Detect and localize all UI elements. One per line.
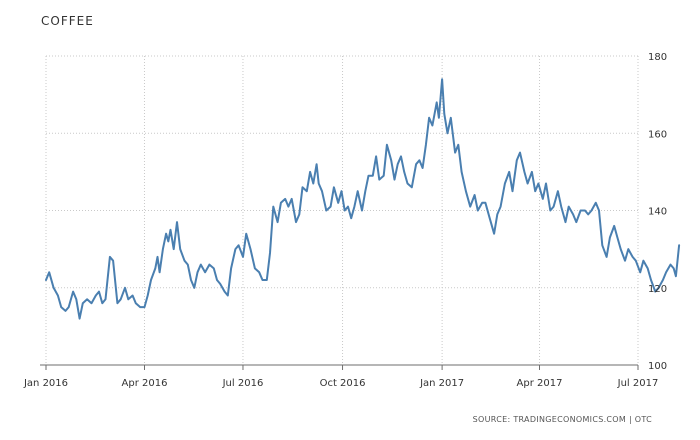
x-tick-label: Jan 2017 bbox=[419, 378, 464, 389]
x-tick-label: Oct 2016 bbox=[320, 378, 366, 389]
tick-label-layer: 100 120 140 160 180 Jan 2016 Apr 2016 Jul 2016 O… bbox=[23, 52, 667, 389]
y-tick-label: 160 bbox=[648, 129, 667, 140]
chart-title: COFFEE bbox=[41, 14, 94, 28]
y-tick-label: 100 bbox=[648, 361, 667, 372]
x-tick-label: Jul 2016 bbox=[222, 378, 264, 389]
series-layer bbox=[45, 78, 681, 320]
chart-source: SOURCE: TRADINGECONOMICS.COM | OTC bbox=[472, 415, 652, 424]
y-tick-label: 180 bbox=[648, 52, 667, 63]
x-tick-label: Jan 2016 bbox=[23, 378, 68, 389]
x-tick-label: Jul 2017 bbox=[617, 378, 659, 389]
series-line-0 bbox=[45, 78, 681, 320]
x-tick-label: Apr 2016 bbox=[122, 378, 168, 389]
axis-layer bbox=[40, 364, 639, 370]
y-tick-label: 120 bbox=[648, 284, 667, 295]
grid-layer bbox=[45, 55, 639, 365]
y-tick-label: 140 bbox=[648, 207, 667, 218]
x-tick-label: Apr 2017 bbox=[517, 378, 563, 389]
